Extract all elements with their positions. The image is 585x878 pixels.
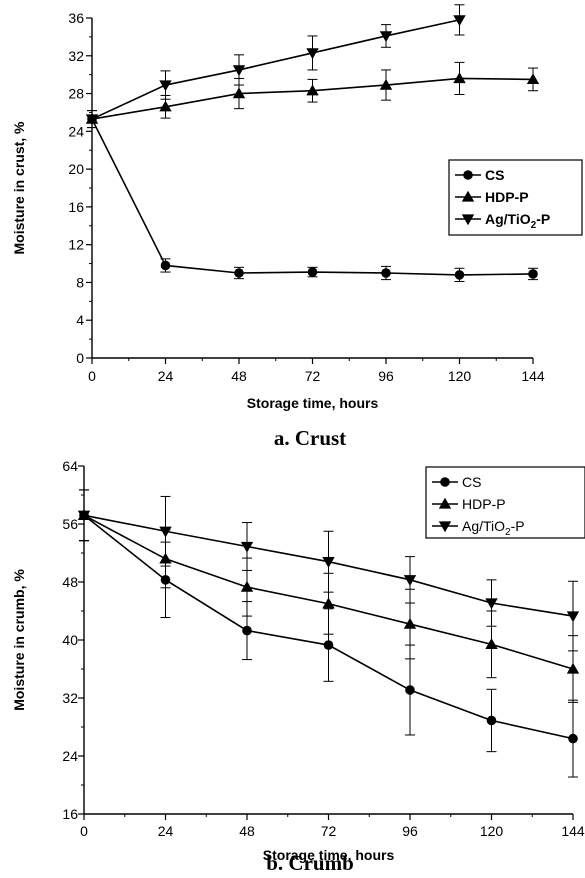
x-tick-label: 144	[561, 823, 585, 839]
y-axis-title: Moisture in crumb, %	[11, 569, 27, 711]
y-tick-label: 24	[68, 123, 84, 139]
legend-label: Ag/TiO2-P	[485, 211, 550, 231]
data-point	[160, 260, 171, 271]
data-point	[307, 267, 318, 277]
x-tick-label: 72	[321, 823, 337, 839]
x-tick-label: 0	[80, 823, 88, 839]
y-tick-label: 36	[68, 10, 84, 26]
y-tick-label: 56	[62, 516, 78, 532]
x-tick-label: 96	[402, 823, 418, 839]
legend-label: Ag/TiO2-P	[462, 518, 525, 538]
legend-marker	[438, 521, 452, 533]
data-point	[379, 31, 393, 43]
y-tick-label: 24	[62, 748, 78, 764]
data-point	[240, 580, 254, 592]
series-hdp-p	[85, 61, 540, 129]
y-tick-label: 64	[62, 458, 78, 474]
legend-marker	[461, 214, 475, 226]
data-point	[485, 638, 498, 649]
chart-crust: 0 24 48 72 96 120 14404812162024283236Storage …	[11, 4, 583, 411]
y-tick-label: 20	[68, 161, 84, 177]
data-point	[526, 73, 540, 85]
data-point	[566, 611, 580, 623]
data-point	[85, 114, 99, 126]
x-tick-label: 96	[378, 368, 394, 384]
x-tick-label: 120	[448, 368, 472, 384]
x-axis-title: Storage time, hours	[263, 847, 395, 863]
data-point	[306, 48, 319, 60]
data-point	[453, 15, 466, 27]
y-tick-label: 28	[68, 86, 84, 102]
y-axis-title: Moisture in crust, %	[11, 121, 27, 255]
data-point	[240, 541, 254, 553]
y-tick-label: 40	[62, 632, 78, 648]
data-point	[405, 685, 415, 695]
legend-label: HDP-P	[462, 496, 506, 512]
data-point	[306, 84, 319, 96]
y-tick-label: 0	[76, 350, 84, 366]
x-tick-label: 24	[158, 368, 174, 384]
data-point	[403, 575, 417, 587]
legend-marker	[463, 170, 473, 180]
series-ag-tio2-p	[77, 489, 580, 652]
data-point	[234, 268, 244, 278]
data-point	[322, 597, 335, 609]
data-point	[232, 65, 246, 77]
data-point	[454, 270, 465, 280]
legend-marker	[438, 497, 452, 509]
series-ag-tio2-p	[85, 4, 466, 129]
caption-crust: a. Crust	[274, 426, 346, 450]
x-tick-label: 72	[305, 368, 321, 384]
data-point	[453, 72, 466, 84]
x-tick-label: 0	[88, 368, 96, 384]
data-point	[486, 715, 497, 726]
legend: CS HDP-P Ag/TiO2-P	[448, 159, 583, 236]
data-point	[159, 100, 172, 112]
data-point	[568, 733, 578, 744]
legend: CS HDP-P Ag/TiO2-P	[425, 466, 585, 539]
series-line	[91, 19, 460, 120]
legend-marker	[461, 190, 475, 202]
y-tick-label: 32	[68, 48, 84, 64]
y-tick-label: 4	[76, 312, 84, 328]
y-tick-label: 8	[76, 274, 84, 290]
y-tick-label: 16	[62, 806, 78, 822]
data-point	[159, 80, 172, 92]
caption-crumb: b. Crumb	[266, 851, 354, 875]
data-point	[159, 526, 172, 538]
y-tick-label: 48	[62, 574, 78, 590]
x-tick-label: 120	[480, 823, 504, 839]
x-axis-title: Storage time, hours	[247, 395, 379, 411]
data-point	[485, 598, 498, 610]
data-point	[379, 78, 393, 90]
legend-label: CS	[485, 167, 504, 183]
data-point	[77, 510, 91, 522]
x-tick-label: 144	[521, 368, 545, 384]
data-point	[322, 557, 335, 568]
y-tick-label: 16	[68, 199, 84, 215]
data-point	[232, 87, 246, 99]
x-tick-label: 48	[231, 368, 247, 384]
chart-crumb: 0 24 48 72 96 120 144 16 24 32 40 48 56 64 Storage tim…	[11, 458, 585, 863]
data-point	[403, 617, 417, 629]
data-point	[381, 268, 391, 278]
legend-label: CS	[462, 474, 481, 490]
data-point	[566, 662, 580, 674]
y-tick-label: 32	[62, 690, 78, 706]
legend-marker	[440, 477, 450, 487]
legend-label: HDP-P	[485, 189, 529, 205]
data-point	[323, 640, 334, 650]
data-point	[242, 625, 252, 636]
x-tick-label: 48	[239, 823, 255, 839]
y-tick-label: 12	[68, 237, 84, 253]
x-tick-label: 24	[158, 823, 174, 839]
data-point	[528, 269, 538, 279]
